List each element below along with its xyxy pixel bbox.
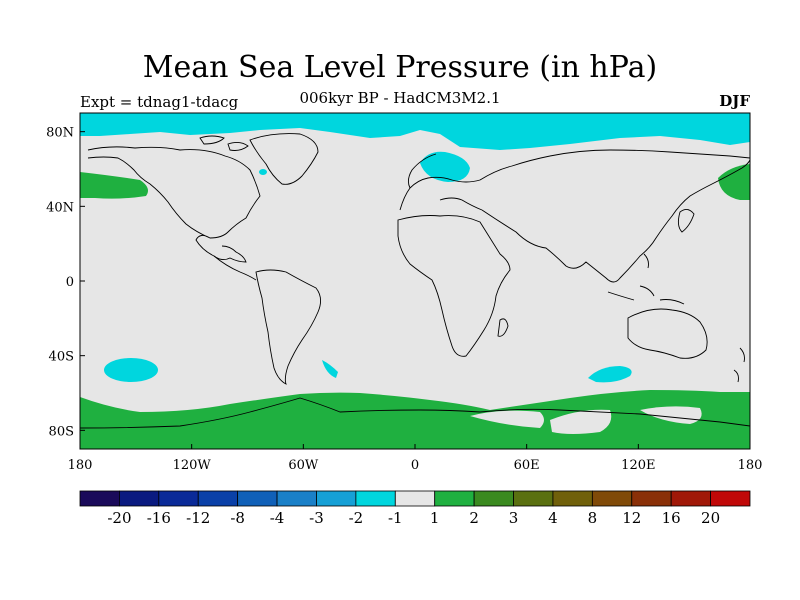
x-tick-label: 60W — [288, 458, 319, 473]
colorbar-swatch — [197, 490, 239, 507]
colorbar-swatch — [79, 490, 120, 507]
antarctic-interior-patch-3 — [640, 406, 702, 424]
greenland-coast — [249, 133, 319, 185]
europe-coast — [399, 153, 551, 211]
y-tick-label: 40S — [49, 350, 74, 365]
colorbar-swatch — [631, 490, 672, 507]
colorbar-label: 1 — [430, 509, 440, 527]
north-america-coast — [87, 146, 261, 263]
y-tick-label: 0 — [66, 275, 74, 290]
x-axis: 180 120W 60W 0 60E 120E 180 — [68, 444, 763, 473]
colorbar-label: -20 — [107, 509, 131, 527]
colorbar-swatch — [276, 490, 317, 507]
madagascar-coast — [497, 318, 509, 337]
colorbar-label: -2 — [349, 509, 364, 527]
colorbar-label: -16 — [147, 509, 171, 527]
asia-coast — [481, 149, 750, 283]
south-indian-negative — [588, 366, 632, 383]
x-tick-label: 120W — [173, 458, 212, 473]
x-tick-label: 180 — [738, 458, 763, 473]
colorbar-label: -8 — [230, 509, 245, 527]
colorbar-label: 16 — [662, 509, 681, 527]
japan-coast — [677, 209, 695, 233]
experiment-label: Expt = tdnag1-tdacg — [80, 93, 239, 111]
colorbar-label: -4 — [270, 509, 285, 527]
central-america-coast — [213, 255, 257, 281]
colorbar-label: 2 — [469, 509, 479, 527]
season-label: DJF — [719, 92, 750, 110]
anomaly-fields — [80, 113, 750, 449]
colorbar-swatch — [552, 490, 593, 507]
map-subtitle: 006kyr BP - HadCM3M2.1 — [299, 89, 501, 107]
new-zealand-coast — [733, 347, 745, 383]
colorbar-label: -3 — [309, 509, 324, 527]
colorbar-swatch — [316, 490, 357, 507]
y-tick-label: 80S — [49, 424, 74, 439]
colorbar-label: 4 — [548, 509, 558, 527]
south-pacific-negative — [104, 358, 158, 382]
coastlines — [80, 133, 750, 429]
colorbar-label: 20 — [701, 509, 720, 527]
y-tick-label: 80N — [46, 126, 74, 141]
colorbar-swatch — [710, 490, 751, 507]
colorbar-swatch — [473, 490, 514, 507]
colorbar-swatch — [237, 490, 278, 507]
scandinavia-negative-region — [420, 151, 470, 182]
colorbar-label: 3 — [509, 509, 519, 527]
north-pacific-positive-west — [80, 172, 148, 199]
antarctic-interior-patch-1 — [470, 410, 544, 428]
colorbar-label: -1 — [388, 509, 403, 527]
x-tick-label: 180 — [68, 458, 93, 473]
indonesia-coast — [607, 253, 685, 305]
y-axis: 80N 40N 0 40S 80S — [46, 126, 85, 439]
colorbar-swatch — [434, 490, 475, 507]
colorbar-swatch — [394, 490, 436, 507]
colorbar-swatch — [158, 490, 199, 507]
arctic-negative-region — [80, 113, 750, 150]
greenland-negative-patch — [259, 169, 267, 175]
arctic-islands — [199, 135, 249, 151]
colorbar-label: 8 — [588, 509, 598, 527]
colorbar-swatch — [670, 490, 711, 507]
antarctica-coast — [80, 397, 750, 429]
south-america-coast — [255, 269, 321, 385]
x-tick-label: 120E — [621, 458, 655, 473]
colorbar-label: 12 — [622, 509, 641, 527]
colorbar-swatch — [513, 490, 554, 507]
antarctic-interior-patch-2 — [550, 409, 612, 434]
colorbar-swatch — [355, 490, 396, 507]
australia-coast — [627, 308, 708, 359]
x-tick-label: 60E — [514, 458, 540, 473]
colorbar-swatch — [119, 490, 160, 507]
colorbar: -20 -16 -12 -8 -4 -3 -2 -1 1 2 3 4 8 12 16 20 — [79, 490, 751, 527]
colorbar-label: -12 — [186, 509, 210, 527]
map-title: Mean Sea Level Pressure (in hPa) — [142, 50, 658, 85]
antarctic-positive-region — [80, 390, 750, 449]
x-tick-label: 0 — [411, 458, 419, 473]
south-atlantic-negative — [322, 360, 338, 378]
colorbar-swatch — [591, 490, 633, 507]
north-pacific-positive-east — [718, 164, 750, 200]
y-tick-label: 40N — [46, 200, 74, 215]
africa-coast — [397, 215, 511, 357]
